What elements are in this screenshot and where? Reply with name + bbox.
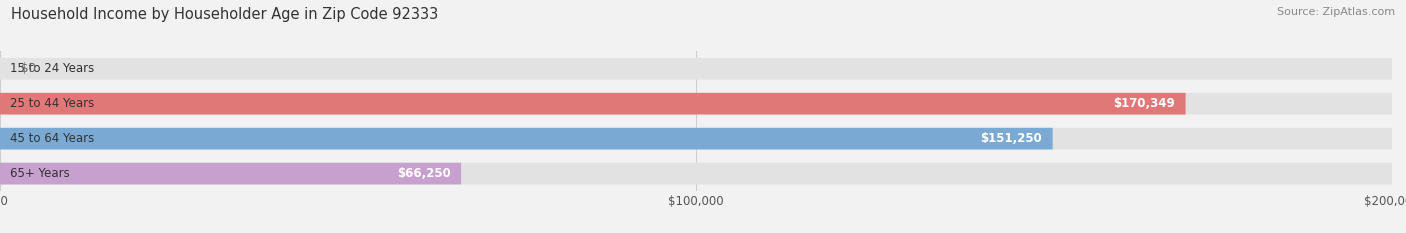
Text: 65+ Years: 65+ Years [10, 167, 70, 180]
FancyBboxPatch shape [0, 93, 1185, 115]
Text: 45 to 64 Years: 45 to 64 Years [10, 132, 94, 145]
Text: Household Income by Householder Age in Zip Code 92333: Household Income by Householder Age in Z… [11, 7, 439, 22]
Text: Source: ZipAtlas.com: Source: ZipAtlas.com [1277, 7, 1395, 17]
Text: $66,250: $66,250 [396, 167, 451, 180]
FancyBboxPatch shape [0, 128, 1392, 150]
FancyBboxPatch shape [0, 93, 1392, 115]
FancyBboxPatch shape [0, 163, 461, 185]
Text: 15 to 24 Years: 15 to 24 Years [10, 62, 94, 75]
Text: $170,349: $170,349 [1114, 97, 1175, 110]
FancyBboxPatch shape [0, 58, 1392, 80]
Text: 25 to 44 Years: 25 to 44 Years [10, 97, 94, 110]
FancyBboxPatch shape [0, 163, 1392, 185]
Text: $151,250: $151,250 [980, 132, 1042, 145]
Text: $0: $0 [21, 62, 35, 75]
FancyBboxPatch shape [0, 128, 1053, 150]
